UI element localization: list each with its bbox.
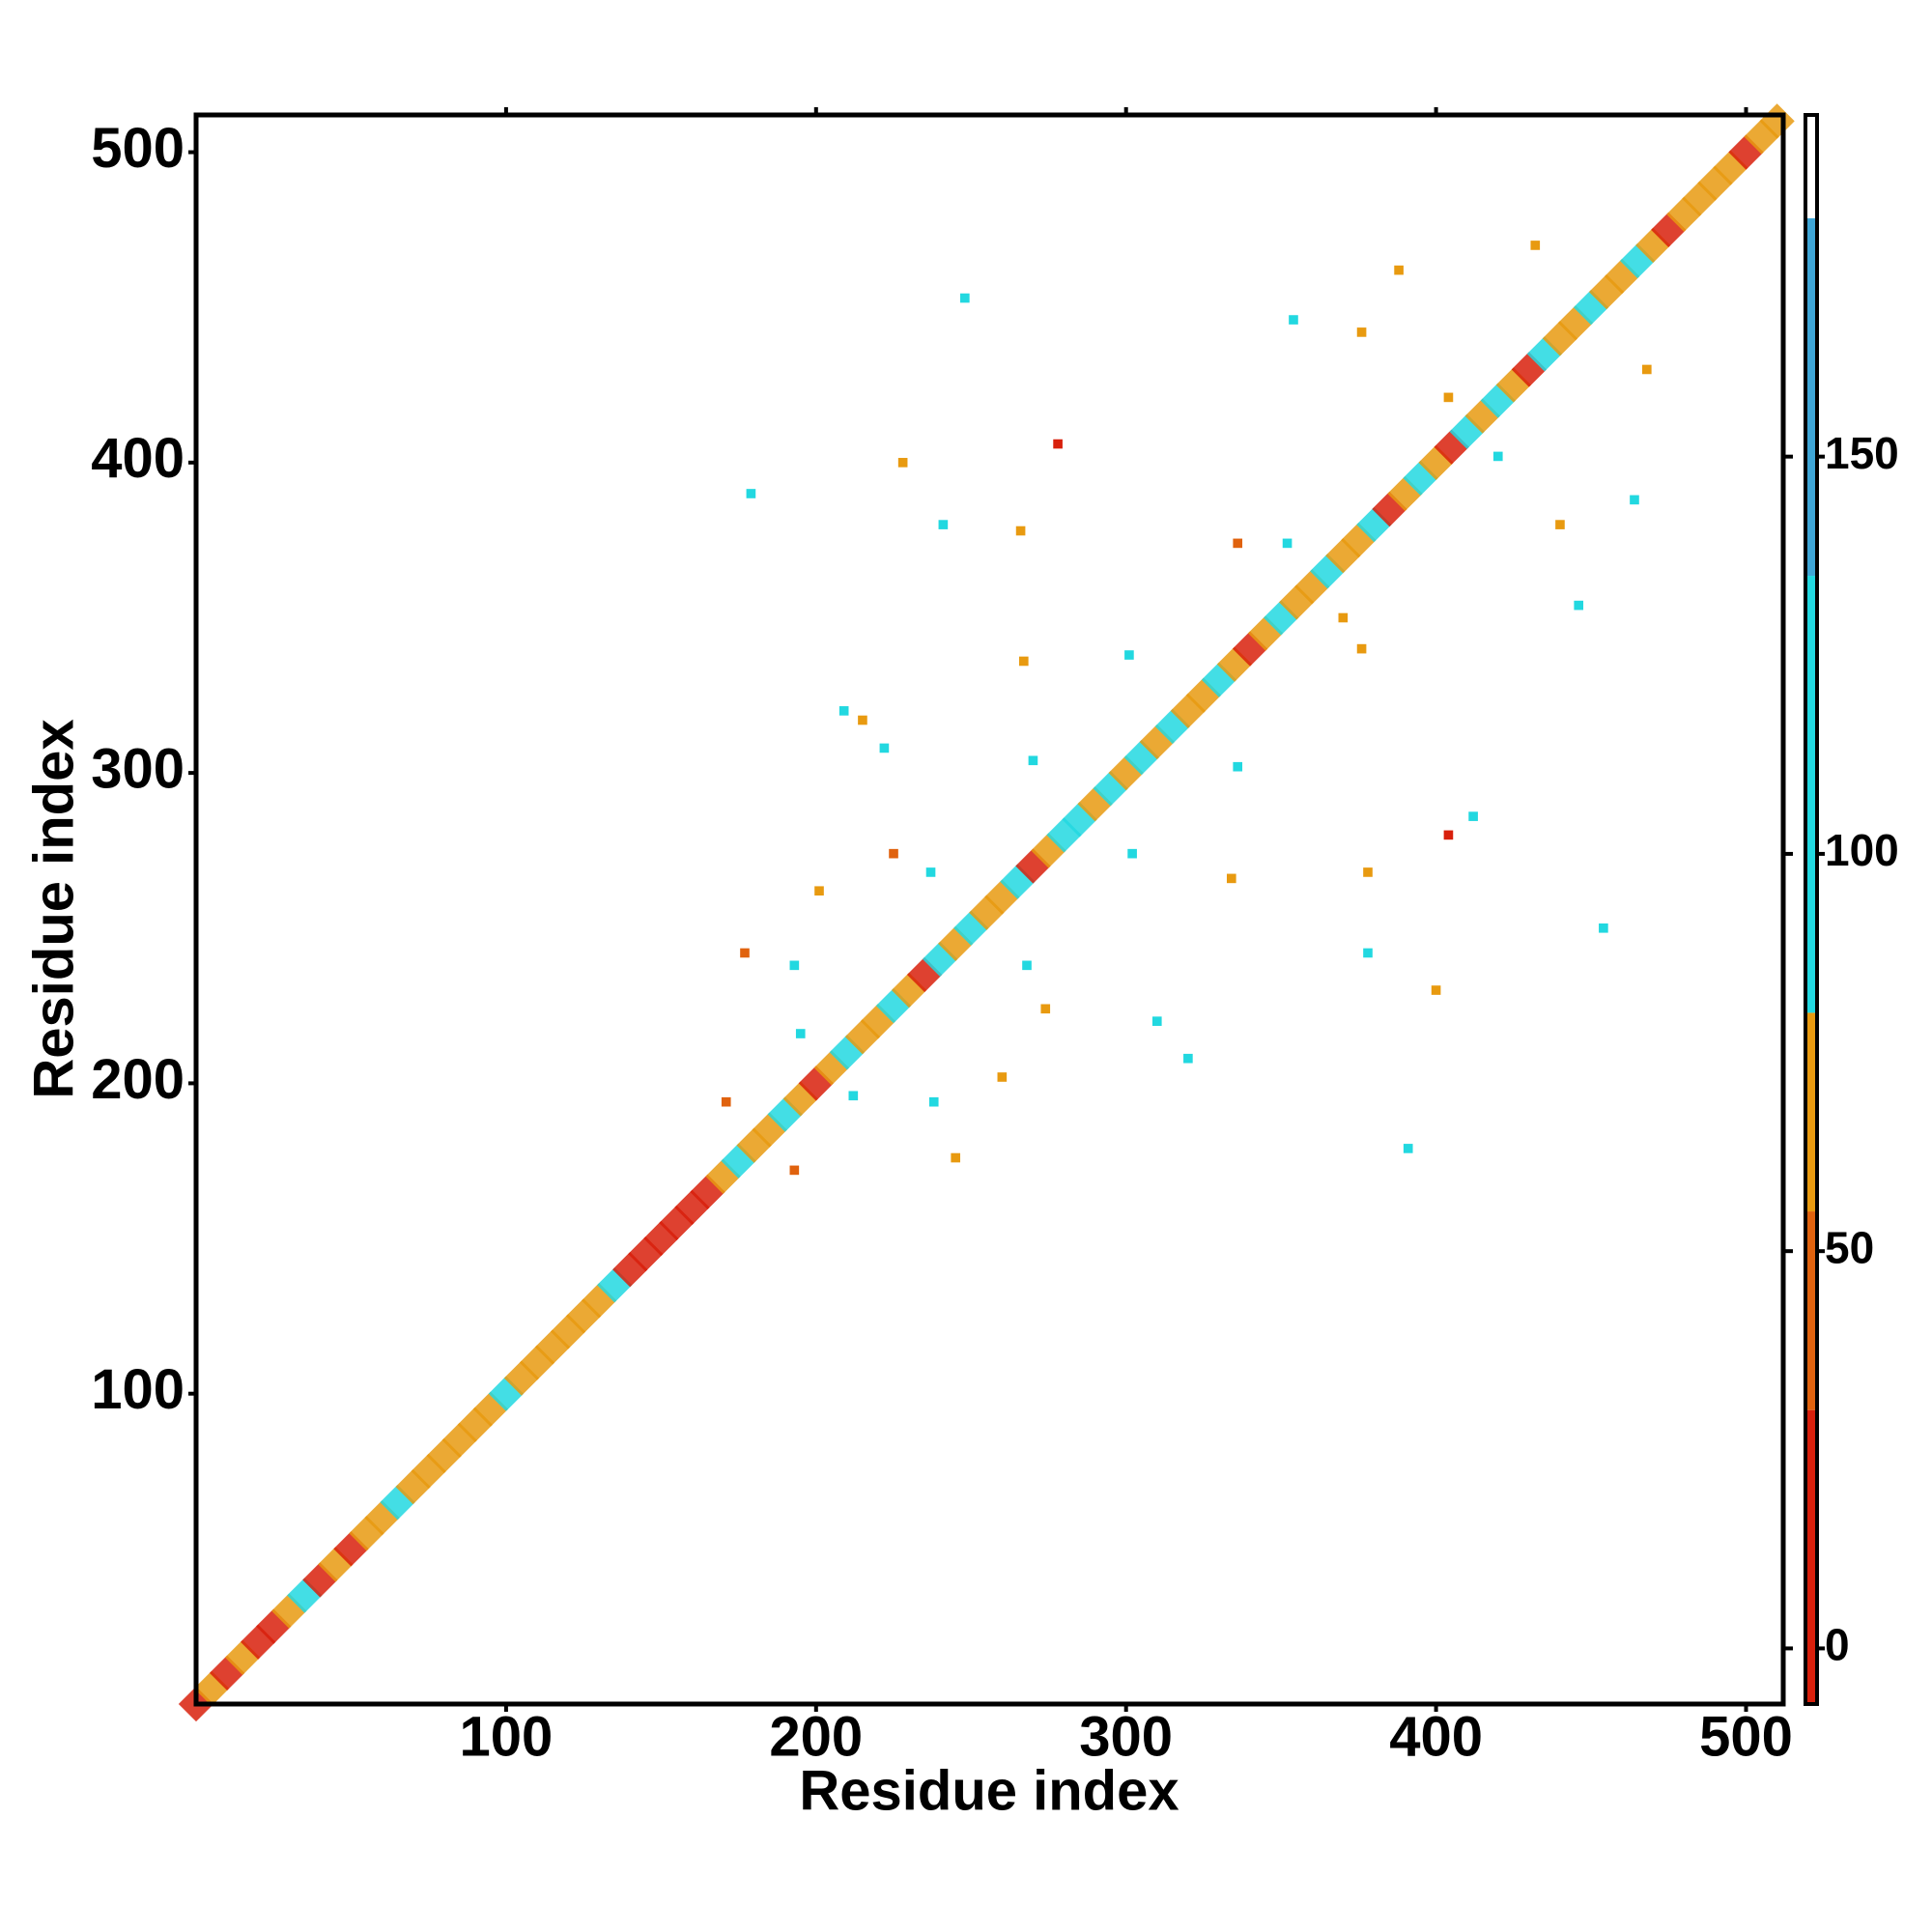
contact: [1356, 643, 1367, 654]
contact: [1574, 600, 1584, 611]
contact: [1363, 867, 1373, 877]
contact: [789, 1165, 800, 1176]
plot-frame: [193, 112, 1786, 1707]
y-axis-title: Residue index: [22, 719, 85, 1098]
contact: [951, 1152, 961, 1163]
x-tick-label: 300: [1079, 1705, 1173, 1768]
contact: [1028, 755, 1038, 766]
colorbar-segment: [1805, 217, 1817, 577]
contact: [814, 886, 824, 896]
contact: [889, 848, 898, 859]
contact: [1492, 451, 1503, 462]
contact: [1555, 520, 1565, 529]
y-tick-label: 300: [91, 737, 185, 800]
contact: [1151, 1016, 1162, 1026]
x-tick-label: 200: [769, 1705, 863, 1768]
contact: [1394, 265, 1404, 275]
x-tick-label: 100: [460, 1705, 554, 1768]
contact: [1431, 985, 1441, 995]
colorbar-tick-label: 0: [1825, 1620, 1850, 1670]
colorbar-segment: [1805, 1211, 1817, 1410]
contact: [1599, 923, 1608, 933]
y-tick-label: 400: [91, 427, 185, 490]
y-tick-label: 500: [91, 117, 185, 180]
contact: [1289, 315, 1298, 325]
x-tick-label: 400: [1389, 1705, 1483, 1768]
colorbar-segment: [1805, 115, 1817, 218]
contact: [928, 1096, 939, 1107]
colorbar-tick-label: 50: [1825, 1222, 1874, 1272]
contact: [1443, 392, 1454, 403]
colorbar-tick-label: 100: [1825, 825, 1899, 875]
colorbar-segment: [1805, 1409, 1817, 1704]
contact: [746, 489, 756, 498]
contact: [1356, 327, 1367, 337]
contact: [1053, 439, 1063, 449]
colorbar-tick-label: 150: [1825, 428, 1899, 478]
contact: [1630, 495, 1639, 505]
contact: [1226, 873, 1236, 884]
contact: [1233, 538, 1243, 549]
x-axis-title: Residue index: [799, 1759, 1179, 1822]
contact: [1183, 1053, 1193, 1064]
contact: [1282, 538, 1293, 549]
contact: [1233, 761, 1243, 772]
contact: [1338, 612, 1349, 623]
contact: [1022, 960, 1032, 971]
contact: [721, 1096, 731, 1107]
contact: [960, 293, 970, 303]
contact: [1124, 650, 1134, 660]
contact: [1468, 811, 1478, 821]
y-tick-label: 200: [91, 1048, 185, 1111]
contact: [1015, 526, 1026, 536]
y-tick-label: 100: [91, 1358, 185, 1421]
contact: [1018, 656, 1029, 667]
colorbar-segment: [1805, 1012, 1817, 1212]
contact: [795, 1029, 806, 1038]
x-tick-label: 500: [1699, 1705, 1793, 1768]
contact: [1443, 830, 1454, 840]
contact: [1530, 241, 1541, 250]
contact: [1403, 1144, 1413, 1153]
contact: [879, 743, 890, 753]
contact: [938, 520, 949, 529]
contact: [897, 458, 908, 468]
contact: [848, 1091, 859, 1101]
colorbar-segment: [1805, 576, 1817, 1013]
contact: [997, 1072, 1008, 1082]
contact: [1641, 364, 1652, 375]
contact: [1363, 948, 1373, 958]
contact: [858, 715, 867, 725]
contact: [740, 948, 750, 958]
contact: [1127, 848, 1137, 859]
colorbar-frame: [1804, 113, 1819, 1706]
contact: [1040, 1004, 1051, 1014]
contact: [789, 960, 800, 971]
contact: [925, 867, 936, 877]
contact: [838, 706, 849, 716]
